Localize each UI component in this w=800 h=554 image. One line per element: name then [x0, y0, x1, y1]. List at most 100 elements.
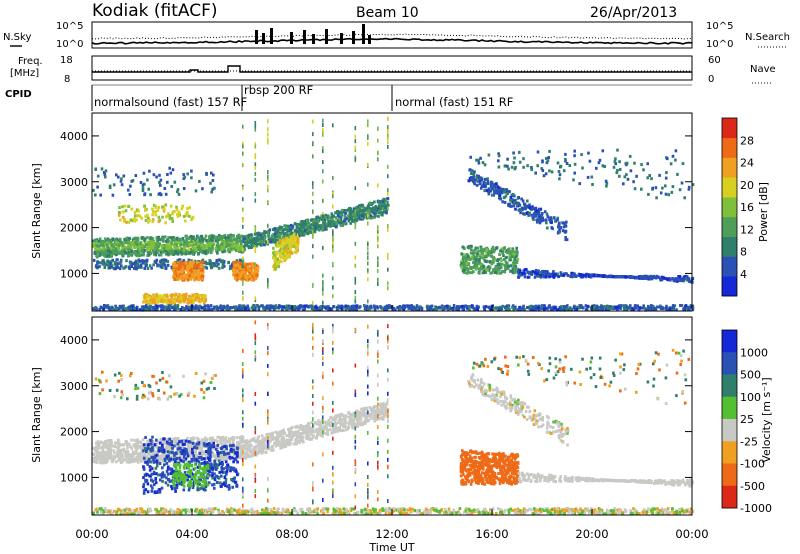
- data-cell: [177, 251, 180, 255]
- data-cell: [481, 254, 485, 258]
- data-cell: [96, 255, 99, 259]
- data-cell: [237, 307, 241, 311]
- data-cell: [584, 275, 588, 279]
- data-cell: [189, 297, 192, 301]
- data-cell: [182, 187, 186, 190]
- data-cell: [488, 249, 492, 253]
- data-cell: [670, 190, 674, 194]
- data-cell: [550, 221, 553, 225]
- data-cell: [360, 204, 364, 208]
- data-cell: [209, 260, 212, 264]
- data-cell: [353, 308, 356, 311]
- data-cell: [310, 230, 314, 234]
- data-cell: [178, 299, 182, 303]
- data-cell: [130, 245, 133, 249]
- data-cell: [509, 264, 512, 268]
- data-cell: [223, 240, 227, 244]
- data-cell: [375, 305, 379, 309]
- data-cell: [288, 245, 292, 249]
- data-cell: [280, 249, 284, 253]
- data-cell: [188, 251, 192, 255]
- data-cell: [211, 239, 214, 243]
- data-cell: [284, 306, 287, 310]
- nsky-burst: [312, 34, 315, 44]
- data-cell: [476, 254, 479, 258]
- data-cell: [217, 258, 221, 262]
- data-cell: [472, 180, 476, 184]
- data-cell: [617, 306, 620, 310]
- data-cell: [182, 293, 185, 297]
- data-cell: [110, 247, 113, 251]
- data-cell: [618, 174, 621, 178]
- data-cell: [205, 245, 209, 249]
- data-cell: [184, 267, 187, 270]
- data-cell: [537, 210, 541, 213]
- data-cell: [145, 243, 148, 246]
- data-cell: [478, 258, 481, 262]
- data-cell: [534, 208, 537, 212]
- data-cell: [487, 251, 490, 255]
- data-cell: [154, 261, 158, 265]
- data-cell: [599, 306, 603, 310]
- data-cell: [210, 308, 213, 312]
- data-cell: [174, 264, 177, 268]
- data-cell: [580, 153, 583, 157]
- data-cell: [503, 164, 507, 168]
- data-cell: [249, 275, 252, 278]
- data-cell: [277, 261, 281, 265]
- data-cell: [152, 263, 155, 267]
- data-cell: [494, 270, 497, 274]
- nave-tick-low: 0: [708, 74, 714, 85]
- data-cell: [176, 304, 180, 308]
- data-cell: [267, 170, 269, 174]
- data-cell: [466, 305, 469, 308]
- data-cell: [145, 236, 149, 240]
- data-cell: [332, 262, 334, 266]
- data-cell: [322, 123, 324, 127]
- data-cell: [181, 204, 184, 208]
- data-cell: [498, 193, 502, 197]
- data-cell: [285, 255, 289, 259]
- data-cell: [446, 304, 449, 308]
- cpid-segment-2: rbsp 200 RF: [244, 83, 313, 97]
- data-cell: [146, 308, 150, 312]
- data-cell: [187, 247, 191, 251]
- data-cell: [374, 208, 377, 212]
- data-cell: [148, 244, 152, 248]
- data-cell: [194, 293, 198, 296]
- data-cell: [539, 219, 543, 223]
- data-cell: [486, 180, 490, 183]
- data-cell: [164, 221, 167, 225]
- data-cell: [360, 212, 363, 216]
- data-cell: [312, 119, 314, 124]
- data-cell: [296, 235, 299, 239]
- data-cell: [533, 275, 537, 279]
- data-cell: [154, 251, 157, 255]
- data-cell: [202, 307, 206, 311]
- data-cell: [157, 215, 161, 219]
- data-cell: [633, 161, 636, 165]
- data-cell: [532, 305, 535, 309]
- data-cell: [208, 242, 211, 246]
- data-cell: [201, 275, 204, 279]
- data-cell: [162, 209, 166, 213]
- data-cell: [232, 273, 235, 277]
- data-cell: [179, 275, 183, 279]
- data-cell: [324, 213, 327, 217]
- data-cell: [207, 262, 211, 266]
- data-cell: [226, 304, 229, 308]
- data-cell: [346, 216, 350, 220]
- data-cell: [474, 247, 477, 251]
- data-cell: [134, 265, 137, 269]
- data-cell: [269, 238, 272, 242]
- data-cell: [244, 235, 248, 239]
- data-cell: [214, 235, 218, 239]
- data-cell: [554, 219, 557, 223]
- data-cell: [148, 218, 151, 222]
- data-cell: [147, 253, 151, 257]
- data-cell: [359, 217, 362, 221]
- data-cell: [227, 260, 230, 264]
- data-cell: [256, 304, 259, 307]
- data-cell: [104, 169, 108, 173]
- data-cell: [159, 296, 163, 300]
